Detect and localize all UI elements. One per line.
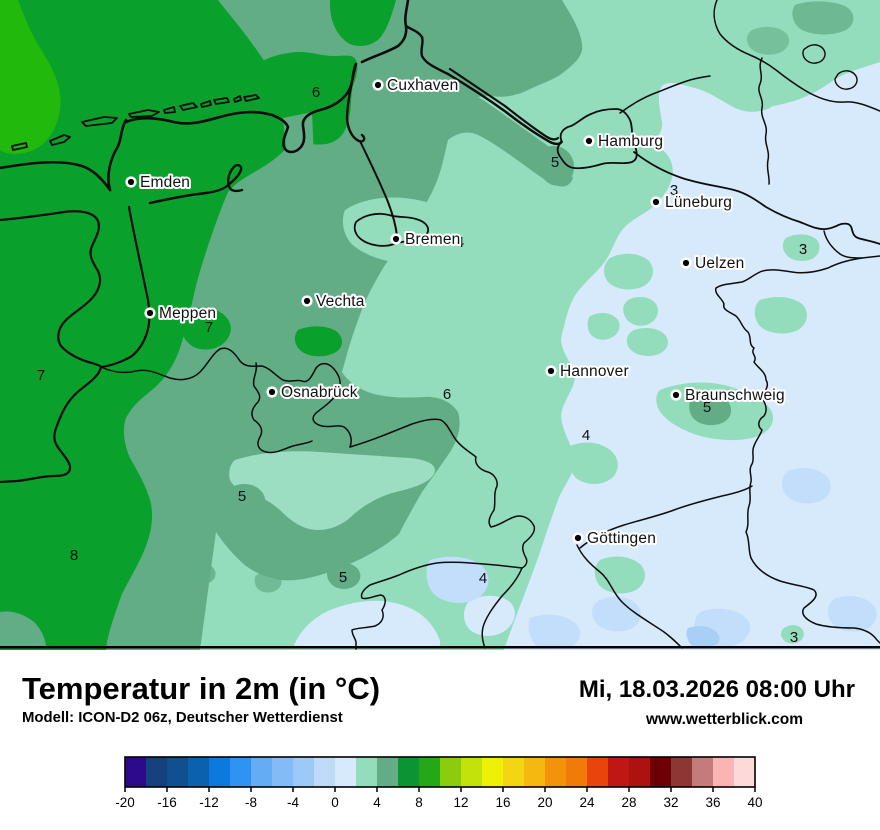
svg-text:Emden: Emden — [140, 174, 190, 191]
svg-text:16: 16 — [495, 795, 510, 810]
svg-text:24: 24 — [579, 795, 595, 810]
svg-text:20: 20 — [537, 795, 552, 810]
svg-text:0: 0 — [331, 795, 339, 810]
svg-text:12: 12 — [453, 795, 468, 810]
svg-text:Uelzen: Uelzen — [695, 255, 744, 272]
svg-text:Emden: Emden — [140, 174, 190, 191]
svg-text:3: 3 — [670, 182, 678, 199]
svg-text:Lüneburg: Lüneburg — [665, 194, 732, 211]
svg-text:6: 6 — [312, 84, 320, 101]
svg-text:-8: -8 — [245, 795, 257, 810]
svg-text:Osnabrück: Osnabrück — [281, 384, 358, 401]
svg-text:4: 4 — [479, 570, 487, 587]
svg-text:Braunschweig: Braunschweig — [685, 387, 785, 404]
svg-text:4: 4 — [456, 234, 464, 251]
svg-text:Hamburg: Hamburg — [598, 133, 663, 150]
svg-text:8: 8 — [70, 547, 78, 564]
svg-text:Hannover: Hannover — [560, 363, 629, 380]
svg-text:Hannover: Hannover — [560, 363, 629, 380]
svg-text:Uelzen: Uelzen — [695, 255, 744, 272]
svg-text:3: 3 — [790, 629, 798, 646]
svg-text:-4: -4 — [287, 795, 299, 810]
svg-text:Osnabrück: Osnabrück — [281, 384, 358, 401]
svg-text:7: 7 — [37, 367, 45, 384]
svg-text:Cuxhaven: Cuxhaven — [387, 77, 458, 94]
svg-text:5: 5 — [551, 154, 559, 171]
svg-text:Hamburg: Hamburg — [598, 133, 663, 150]
svg-text:Meppen: Meppen — [159, 305, 216, 322]
svg-text:-20: -20 — [115, 795, 135, 810]
svg-text:4: 4 — [582, 427, 590, 444]
svg-text:Bremen: Bremen — [405, 231, 460, 248]
svg-text:7: 7 — [205, 319, 213, 336]
svg-text:5: 5 — [703, 399, 711, 416]
svg-text:Vechta: Vechta — [316, 293, 365, 310]
svg-text:-12: -12 — [199, 795, 219, 810]
svg-text:32: 32 — [663, 795, 678, 810]
svg-text:40: 40 — [747, 795, 762, 810]
svg-text:Cuxhaven: Cuxhaven — [387, 77, 458, 94]
svg-text:8: 8 — [415, 795, 423, 810]
svg-text:Lüneburg: Lüneburg — [665, 194, 732, 211]
svg-text:Göttingen: Göttingen — [587, 530, 656, 547]
svg-text:5: 5 — [238, 488, 246, 505]
svg-text:Bremen: Bremen — [405, 231, 460, 248]
svg-text:36: 36 — [705, 795, 720, 810]
svg-text:5: 5 — [339, 569, 347, 586]
svg-text:Vechta: Vechta — [316, 293, 365, 310]
svg-text:3: 3 — [799, 241, 807, 258]
svg-text:-16: -16 — [157, 795, 177, 810]
svg-text:6: 6 — [443, 386, 451, 403]
svg-text:4: 4 — [373, 795, 381, 810]
svg-text:Göttingen: Göttingen — [587, 530, 656, 547]
svg-text:28: 28 — [621, 795, 636, 810]
svg-text:Meppen: Meppen — [159, 305, 216, 322]
svg-text:Braunschweig: Braunschweig — [685, 387, 785, 404]
